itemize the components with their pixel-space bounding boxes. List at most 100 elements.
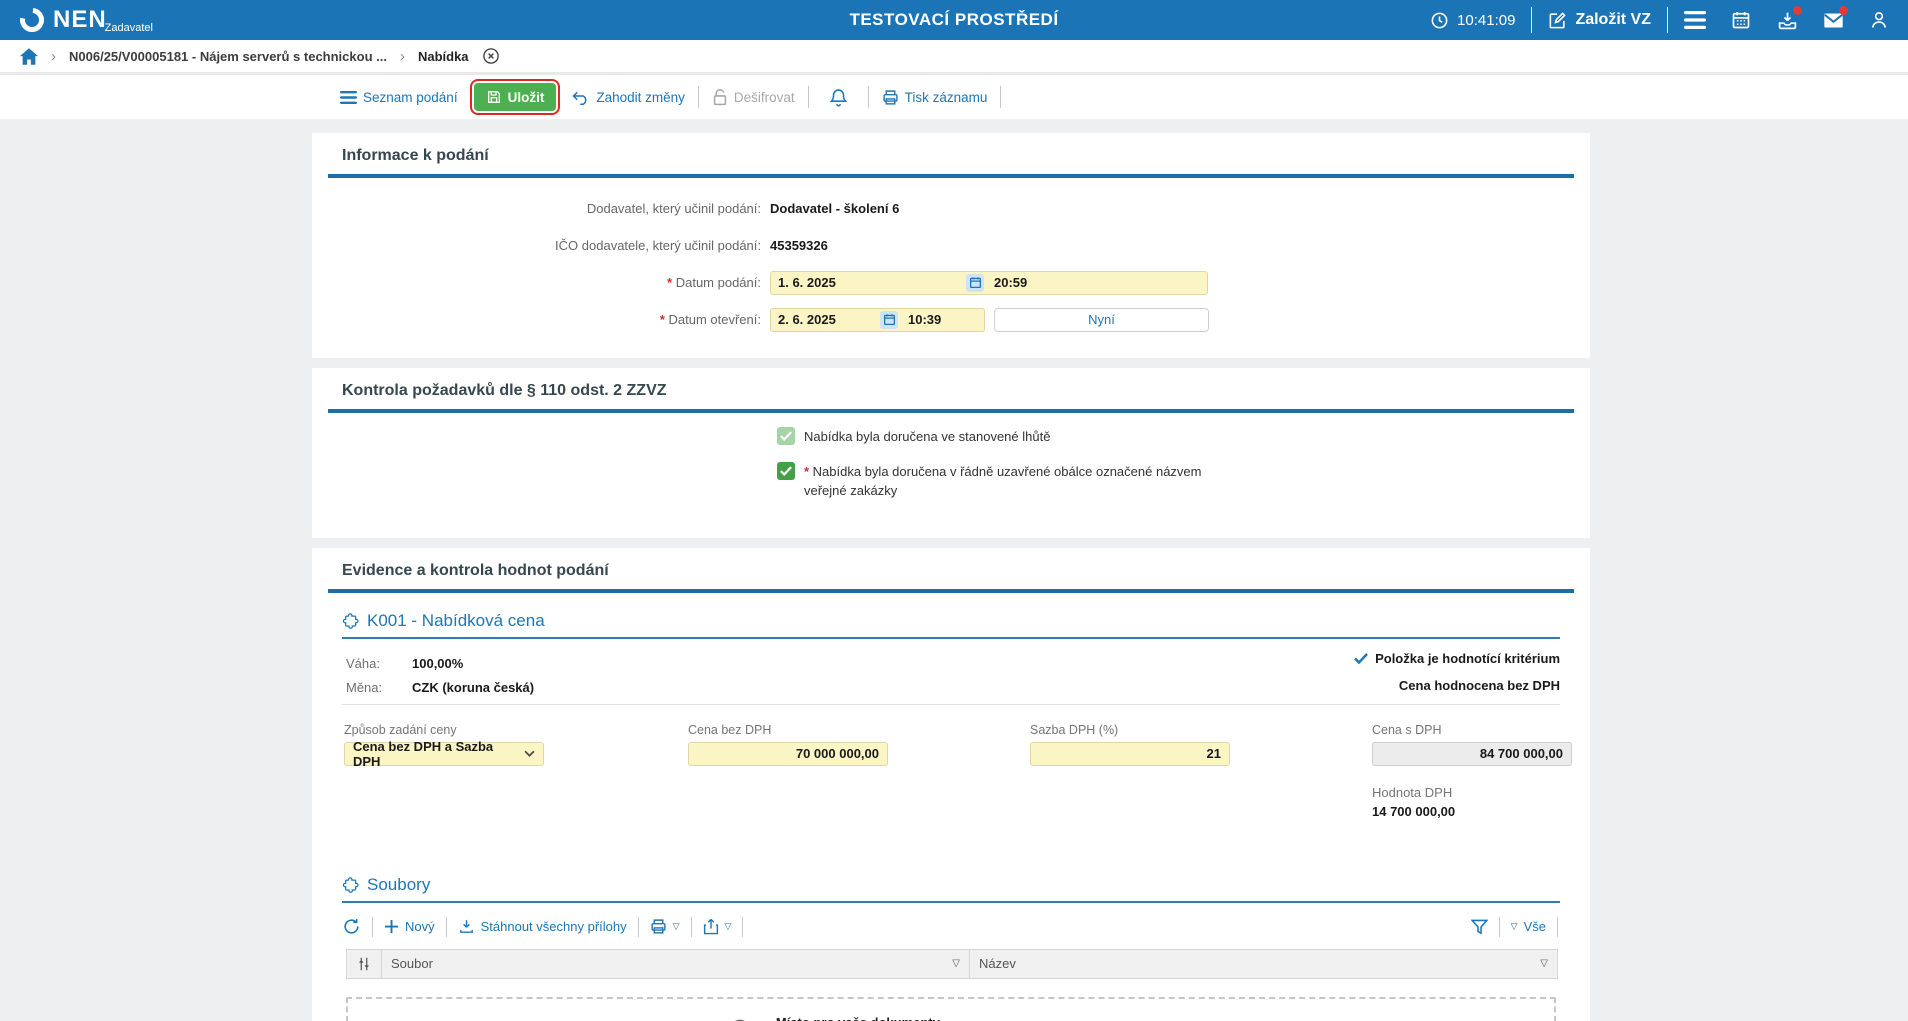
notifications-button[interactable]	[822, 88, 855, 107]
calendar-icon	[1731, 10, 1751, 30]
subsection-k001: K001 - Nabídková cena Váha: 100,00% Měna…	[312, 611, 1590, 849]
decrypt-button: Dešifrovat	[712, 89, 795, 106]
refresh-button[interactable]	[342, 917, 361, 936]
discard-changes-button[interactable]: Zahodit změny	[572, 90, 685, 105]
dropdown-triangle-icon: ▽	[725, 921, 732, 932]
column-settings-icon	[357, 957, 371, 971]
lock-icon	[712, 89, 728, 106]
datum-podani-date[interactable]: 1. 6. 2025	[778, 275, 836, 290]
files-toolbar: Nový Stáhnout všechny přílohy ▽ ▽	[342, 907, 1560, 947]
section-title: Kontrola požadavků dle § 110 odst. 2 ZZV…	[312, 368, 1590, 409]
sazba-dph-input[interactable]: 21	[1030, 742, 1230, 766]
download-all-button[interactable]: Stáhnout všechny přílohy	[458, 918, 627, 935]
nen-logo[interactable]: NEN Zadavatel	[18, 6, 155, 34]
chevron-down-icon	[524, 750, 535, 757]
check-icon	[780, 466, 792, 476]
brand-name: NEN	[53, 8, 107, 32]
filter-triangle-icon[interactable]: ▽	[1540, 958, 1548, 969]
checkbox-lhuta	[777, 427, 795, 445]
hodnocena-flag: Cena hodnocena bez DPH	[1354, 678, 1560, 693]
printer-icon	[882, 89, 899, 106]
field-datum-podani: Datum podání: 1. 6. 2025 20:59	[312, 264, 1590, 301]
kriterium-flag: Položka je hodnotící kritérium	[1354, 651, 1560, 666]
hodnota-dph-value: 14 700 000,00	[1372, 804, 1455, 819]
nyni-button[interactable]: Nyní	[994, 308, 1209, 332]
calendar-button[interactable]	[1730, 9, 1752, 31]
filter-button[interactable]	[1471, 919, 1488, 935]
export-button[interactable]: ▽	[703, 918, 732, 935]
breadcrumb-item-nabidka: Nabídka	[418, 49, 469, 64]
undo-icon	[572, 90, 590, 105]
hodnota-dph-label: Hodnota DPH	[1372, 785, 1455, 800]
plus-icon	[384, 919, 399, 934]
subsection-soubory: Soubory Nový Stáhnout všechny přílohy	[312, 875, 1590, 1021]
sazba-dph-label: Sazba DPH (%)	[1030, 723, 1230, 737]
datum-otevreni-time[interactable]: 10:39	[898, 312, 941, 327]
calendar-picker-icon[interactable]	[966, 274, 984, 292]
messages-notification-badge	[1839, 6, 1848, 15]
messages-button[interactable]	[1822, 9, 1844, 31]
save-button[interactable]: Uložit	[474, 83, 557, 111]
chevron-right-icon: ›	[400, 48, 405, 65]
file-dropzone[interactable]: Místo pro vaše dokumenty Dokumenty sem m…	[346, 997, 1556, 1021]
puzzle-icon	[342, 612, 359, 629]
home-icon[interactable]	[20, 48, 38, 65]
cena-bez-dph-label: Cena bez DPH	[688, 723, 888, 737]
cena-bez-dph-input[interactable]: 70 000 000,00	[688, 742, 888, 766]
calendar-picker-icon[interactable]	[880, 311, 898, 329]
user-button[interactable]	[1868, 9, 1890, 31]
show-all-filter[interactable]: ▽ Vše	[1511, 919, 1546, 934]
datum-otevreni-date[interactable]: 2. 6. 2025	[778, 312, 836, 327]
breadcrumb: › N006/25/V00005181 - Nájem serverů s te…	[0, 40, 1908, 75]
soubory-title: Soubory	[367, 875, 430, 895]
print-record-button[interactable]: Tisk záznamu	[882, 89, 988, 106]
dropdown-triangle-icon: ▽	[673, 921, 680, 932]
filter-triangle-icon[interactable]: ▽	[952, 958, 960, 969]
field-datum-otevreni: Datum otevření: 2. 6. 2025 10:39 Nyní	[312, 301, 1590, 338]
column-settings-button[interactable]	[346, 949, 382, 979]
checkbox-row-lhuta: Nabídka byla doručena ve stanovené lhůtě	[777, 427, 1590, 447]
check-icon	[1354, 653, 1368, 664]
brand-role: Zadavatel	[105, 23, 153, 34]
zpusob-select[interactable]: Cena bez DPH a Sazba DPH	[344, 742, 544, 766]
files-table-header: Soubor ▽ Název ▽	[346, 949, 1558, 979]
inbox-button[interactable]	[1776, 9, 1798, 31]
section-title: Evidence a kontrola hodnot podání	[312, 548, 1590, 589]
datum-otevreni-input[interactable]: 2. 6. 2025 10:39	[770, 308, 985, 332]
column-header-soubor[interactable]: Soubor ▽	[382, 949, 970, 979]
checkbox-row-obalka: Nabídka byla doručena v řádně uzavřené o…	[777, 462, 1590, 501]
clock-icon	[1430, 11, 1449, 30]
datum-podani-input[interactable]: 1. 6. 2025 20:59	[770, 271, 1208, 295]
k001-title: K001 - Nabídková cena	[367, 611, 545, 631]
zpusob-label: Způsob zadání ceny	[344, 723, 544, 737]
checkbox-obalka[interactable]	[777, 462, 795, 480]
section-kontrola-pozadavku: Kontrola požadavků dle § 110 odst. 2 ZZV…	[312, 368, 1590, 538]
menu-button[interactable]	[1684, 9, 1706, 31]
breadcrumb-item-vz[interactable]: N006/25/V00005181 - Nájem serverů s tech…	[69, 49, 387, 64]
datum-podani-time[interactable]: 20:59	[984, 275, 1027, 290]
funnel-icon	[1471, 919, 1488, 935]
cloud-upload-icon	[723, 1017, 761, 1021]
create-vz-button[interactable]: Založit VZ	[1548, 11, 1651, 30]
close-tab-icon[interactable]	[482, 47, 500, 65]
list-icon	[340, 91, 357, 104]
dropzone-title: Místo pro vaše dokumenty	[776, 1015, 1179, 1021]
download-icon	[458, 918, 475, 935]
ico-value: 45359326	[770, 238, 828, 253]
top-bar: TESTOVACÍ PROSTŘEDÍ NEN Zadavatel 10:41:…	[0, 0, 1908, 40]
column-header-nazev[interactable]: Název ▽	[970, 949, 1558, 979]
inbox-notification-badge	[1793, 6, 1802, 15]
refresh-icon	[342, 917, 361, 936]
print-list-button[interactable]: ▽	[650, 918, 680, 935]
field-ico: IČO dodavatele, který učinil podání: 453…	[312, 227, 1590, 264]
novy-button[interactable]: Nový	[384, 919, 435, 934]
edit-icon	[1548, 11, 1567, 30]
section-evidence-hodnot: Evidence a kontrola hodnot podání K001 -…	[312, 548, 1590, 1021]
dropdown-triangle-icon: ▽	[1511, 921, 1518, 932]
export-icon	[703, 918, 719, 935]
server-time: 10:41:09	[1430, 11, 1515, 30]
seznam-podani-button[interactable]: Seznam podání	[340, 90, 458, 105]
user-icon	[1869, 10, 1889, 30]
nen-logo-icon	[18, 6, 46, 34]
cena-s-dph-label: Cena s DPH	[1372, 723, 1572, 737]
